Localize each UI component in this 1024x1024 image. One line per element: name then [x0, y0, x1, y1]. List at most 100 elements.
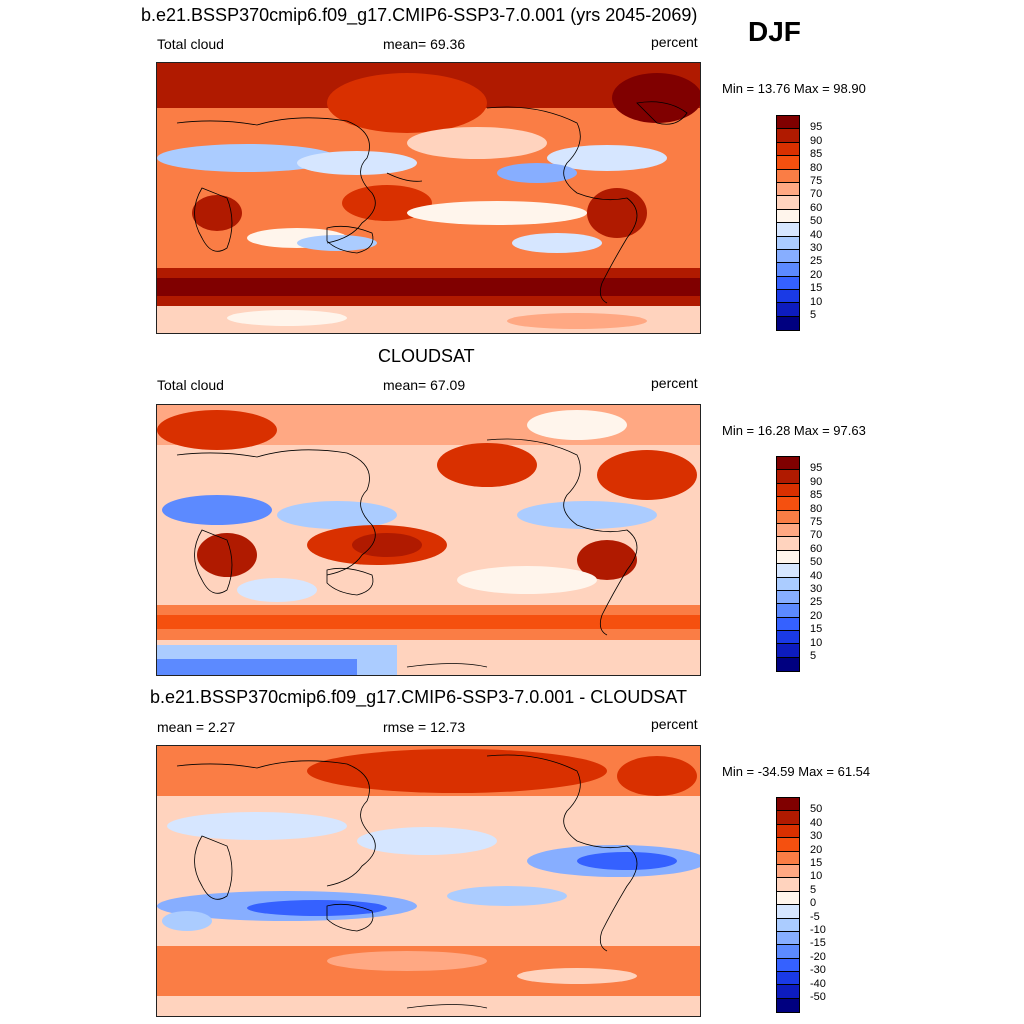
colorbar-tick-label: 0 [810, 897, 817, 910]
colorbar-box [777, 457, 799, 471]
colorbar-box [777, 497, 799, 511]
colorbar-tick-label: 15 [810, 282, 823, 295]
colorbar-tick-label: 70 [810, 529, 823, 542]
panel1-variable-label: Total cloud [157, 36, 224, 52]
colorbar-tick-label: 90 [810, 134, 823, 147]
panel3-units-label: percent [651, 716, 698, 732]
colorbar-box [777, 918, 799, 932]
colorbar-tick-label: 25 [810, 255, 823, 268]
colorbar-box [777, 209, 799, 224]
colorbar-box [777, 657, 799, 672]
colorbar-box [777, 537, 799, 551]
colorbar-box [777, 590, 799, 605]
panel3-colorbar [776, 797, 800, 1014]
panel1-minmax: Min = 13.76 Max = 98.90 [722, 81, 866, 96]
colorbar-box [777, 116, 799, 130]
colorbar-box [777, 276, 799, 291]
colorbar-tick-label: 95 [810, 121, 823, 134]
panel2-variable-label: Total cloud [157, 377, 224, 393]
colorbar-tick-label: 80 [810, 502, 823, 515]
colorbar-box [777, 811, 799, 825]
panel1-mean-label: mean= 69.36 [383, 36, 466, 52]
colorbar-tick-label: 20 [810, 268, 823, 281]
colorbar-tick-label: 10 [810, 870, 823, 883]
colorbar-tick-label: 5 [810, 883, 817, 896]
colorbar-tick-label: 80 [810, 161, 823, 174]
colorbar-box [777, 931, 799, 946]
colorbar-box [777, 972, 799, 986]
colorbar-tick-label: 30 [810, 583, 823, 595]
colorbar-tick-label: 10 [810, 636, 823, 649]
colorbar-tick-label: 40 [810, 816, 823, 829]
colorbar-box [777, 142, 799, 157]
panel2-title: CLOUDSAT [378, 346, 475, 366]
colorbar-box [777, 631, 799, 645]
season-label: DJF [748, 16, 801, 47]
colorbar-box [777, 196, 799, 210]
colorbar-box [777, 905, 799, 919]
panel1-units-label: percent [651, 34, 698, 50]
panel1-colorbar [776, 115, 800, 332]
colorbar-tick-label: 20 [810, 609, 823, 622]
colorbar-box [777, 249, 799, 264]
colorbar-box [777, 236, 799, 250]
colorbar-box [777, 577, 799, 591]
panel1-map [156, 62, 701, 334]
colorbar-box [777, 838, 799, 852]
colorbar-tick-label: -40 [810, 977, 826, 990]
colorbar-box [777, 550, 799, 565]
colorbar-box [777, 303, 799, 317]
colorbar-tick-label: 60 [810, 542, 823, 555]
colorbar-tick-label: 70 [810, 188, 823, 201]
panel3-rmse-label: rmse = 12.73 [383, 719, 466, 735]
colorbar-box [777, 824, 799, 839]
colorbar-tick-label: -20 [810, 950, 826, 963]
colorbar-tick-label: 30 [810, 830, 823, 843]
colorbar-tick-label: 60 [810, 201, 823, 214]
colorbar-tick-label: -15 [810, 937, 826, 950]
colorbar-box [777, 169, 799, 183]
colorbar-tick-label: 95 [810, 462, 823, 475]
colorbar-box [777, 523, 799, 538]
colorbar-tick-label: -10 [810, 924, 826, 936]
panel2-map [156, 404, 701, 676]
colorbar-box [777, 290, 799, 304]
colorbar-tick-label: -5 [810, 910, 820, 923]
colorbar-tick-label: 75 [810, 175, 823, 187]
colorbar-tick-label: 5 [810, 650, 817, 662]
colorbar-box [777, 985, 799, 999]
colorbar-box [777, 564, 799, 578]
colorbar-tick-label: 30 [810, 242, 823, 254]
colorbar-box [777, 316, 799, 331]
colorbar-box [777, 617, 799, 632]
colorbar-tick-label: 90 [810, 475, 823, 488]
colorbar-tick-label: 25 [810, 596, 823, 609]
colorbar-tick-label: -50 [810, 991, 826, 1003]
panel2-mean-label: mean= 67.09 [383, 377, 466, 393]
colorbar-box [777, 510, 799, 524]
colorbar-box [777, 604, 799, 618]
colorbar-tick-label: 10 [810, 295, 823, 308]
panel2-minmax: Min = 16.28 Max = 97.63 [722, 423, 866, 438]
colorbar-tick-label: 40 [810, 569, 823, 582]
colorbar-box [777, 483, 799, 498]
colorbar-tick-label: 85 [810, 148, 823, 161]
colorbar-box [777, 851, 799, 865]
colorbar-tick-label: -30 [810, 964, 826, 977]
colorbar-tick-label: 50 [810, 803, 823, 816]
panel2-units-label: percent [651, 375, 698, 391]
colorbar-tick-label: 15 [810, 857, 823, 869]
colorbar-box [777, 945, 799, 959]
colorbar-tick-label: 85 [810, 489, 823, 502]
colorbar-tick-label: 15 [810, 623, 823, 636]
panel2-colorbar [776, 456, 800, 673]
colorbar-box [777, 263, 799, 277]
colorbar-box [777, 891, 799, 906]
panel3-map [156, 745, 701, 1017]
colorbar-box [777, 878, 799, 892]
colorbar-tick-label: 20 [810, 843, 823, 856]
colorbar-box [777, 182, 799, 197]
panel3-minmax: Min = -34.59 Max = 61.54 [722, 764, 871, 779]
colorbar-tick-label: 5 [810, 309, 817, 321]
